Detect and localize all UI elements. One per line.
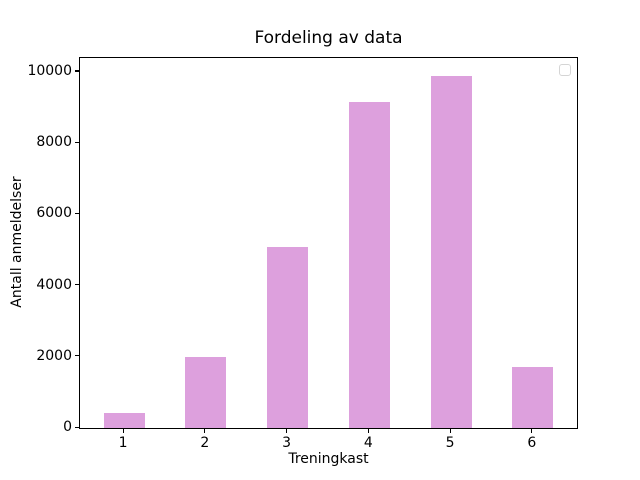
bar-5 [430,75,472,428]
y-tick-mark [75,284,79,286]
bar-1 [103,413,145,428]
x-tick-mark [286,429,288,433]
plot-area [79,57,578,429]
x-tick-mark [449,429,451,433]
bar-4 [348,101,390,428]
y-tick-label: 8000 [36,134,72,151]
y-tick-label: 2000 [36,347,72,364]
y-tick-label: 4000 [36,276,72,293]
x-tick-mark [531,429,533,433]
x-tick-label: 6 [527,435,537,451]
x-tick-mark [367,429,369,433]
chart-title: Fordeling av data [254,28,403,48]
y-tick-mark [75,141,79,143]
y-tick-mark [75,212,79,215]
x-tick-label: 3 [282,435,292,451]
x-tick-label: 2 [200,435,210,451]
y-tick-label: 10000 [27,62,72,79]
x-tick-label: 1 [118,435,128,451]
x-tick-mark [204,429,206,433]
x-tick-mark [122,429,124,433]
legend-box [559,64,571,76]
y-tick-label: 0 [63,419,72,435]
y-tick-label: 6000 [36,205,72,222]
y-tick-mark [75,426,79,428]
x-tick-label: 5 [445,435,455,451]
y-tick-mark [75,70,79,72]
bar-6 [512,366,554,428]
bar-3 [267,247,309,428]
x-tick-label: 4 [363,435,373,451]
bar-2 [185,356,227,428]
y-tick-mark [75,355,79,357]
x-axis-label: Treningkast [288,451,369,467]
